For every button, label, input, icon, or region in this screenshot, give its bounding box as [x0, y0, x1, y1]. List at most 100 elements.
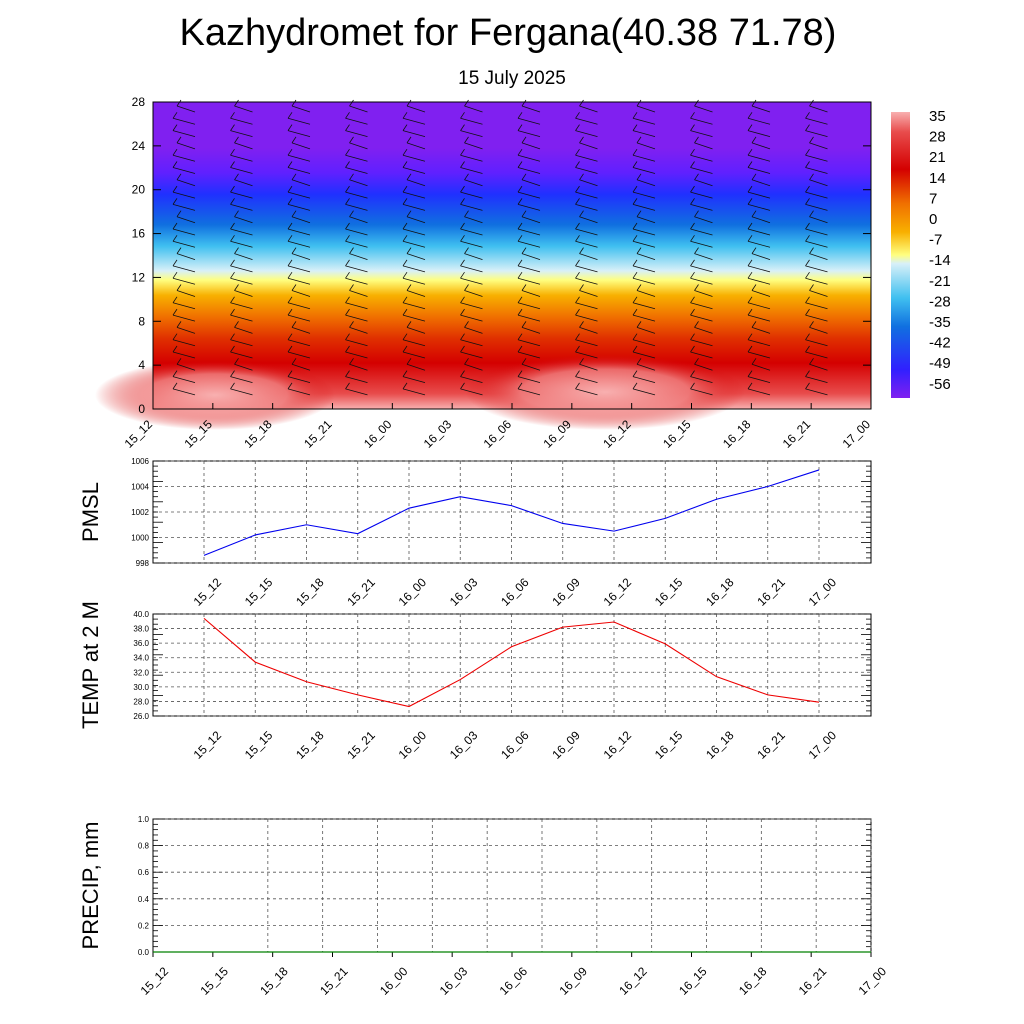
wind-barb-flag [287, 271, 293, 279]
wind-barb [349, 142, 368, 150]
wind-barb-flag [176, 321, 182, 328]
wind-barb-flag [805, 271, 810, 279]
pmsl-xtick-label: 17_00 [806, 575, 840, 609]
wind-barb [345, 265, 368, 273]
heatmap-xtick-label: 16_00 [361, 417, 395, 451]
wind-barb [575, 265, 598, 273]
wind-barb-flag [176, 136, 182, 144]
wind-barb [747, 388, 771, 396]
wind-barb [694, 142, 713, 150]
wind-barb [521, 142, 541, 150]
wind-barb [287, 351, 311, 359]
wind-barb [805, 314, 828, 322]
pmsl-xtick-label: 15_12 [191, 575, 225, 609]
wind-barb [694, 253, 713, 260]
wind-barb-flag [579, 99, 584, 107]
wind-barb-flag [406, 99, 412, 107]
wind-barb-flag [345, 296, 350, 304]
wind-barb [460, 130, 483, 137]
wind-barb [287, 265, 311, 273]
wind-barb [345, 130, 368, 137]
wind-barb-flag [406, 173, 412, 181]
wind-barb-flag [747, 296, 753, 304]
wind-barb-flag [809, 284, 814, 291]
wind-barb-flag [464, 99, 469, 107]
wind-barb [460, 277, 483, 285]
wind-barb [517, 240, 541, 248]
wind-barb-flag [694, 173, 699, 181]
wind-barb-flag [690, 308, 695, 316]
wind-barb-flag [460, 235, 465, 242]
wind-barb-flag [287, 333, 293, 340]
wind-barb [172, 191, 196, 199]
wind-barb-flag [636, 247, 642, 254]
wind-barb-flag [402, 112, 408, 119]
wind-barb-flag [402, 296, 408, 304]
wind-barb-flag [517, 259, 523, 267]
wind-barb-flag [517, 271, 523, 279]
wind-barb [230, 167, 253, 174]
wind-barb-flag [287, 148, 293, 156]
wind-barb [291, 327, 311, 334]
wind-barb-flag [230, 222, 235, 230]
wind-barb-flag [230, 296, 235, 304]
wind-barb [690, 302, 713, 310]
wind-barb-flag [172, 185, 178, 193]
wind-barb-flag [636, 321, 642, 328]
wind-barb-flag [460, 296, 465, 304]
temp-frame [152, 613, 872, 717]
wind-barb-flag [291, 210, 297, 217]
wind-barb-flag [809, 173, 814, 181]
wind-barb-flag [172, 271, 178, 279]
temp-xtick-label: 15_21 [344, 728, 378, 762]
wind-barb-flag [460, 124, 465, 131]
wind-barb-flag [230, 124, 235, 131]
wind-barb-flag [694, 210, 699, 217]
wind-barb [460, 191, 483, 199]
wind-barb [690, 240, 713, 248]
wind-barb [464, 327, 483, 334]
wind-barb-flag [460, 112, 465, 119]
colorbar-label: -7 [929, 232, 942, 249]
wind-barb-flag [521, 136, 527, 144]
wind-barb [464, 290, 483, 297]
wind-barb-flag [287, 259, 293, 267]
wind-barb [464, 105, 483, 113]
wind-barb [349, 216, 368, 224]
wind-barb [575, 117, 598, 125]
wind-barb [747, 240, 771, 248]
wind-barb [636, 363, 656, 371]
wind-barb [517, 191, 541, 199]
wind-barb [575, 376, 598, 383]
wind-barb [632, 204, 656, 211]
wind-barb [406, 216, 426, 224]
wind-barb-flag [690, 161, 695, 168]
wind-barb [805, 130, 828, 137]
precip-ytick-label: 1.0 [138, 815, 150, 824]
colorbar-label: -28 [929, 293, 951, 310]
wind-barb [809, 179, 828, 187]
heatmap-ytick-label: 0 [138, 402, 145, 416]
wind-barb-flag [575, 382, 580, 390]
wind-barb-flag [747, 198, 753, 205]
wind-barb [230, 376, 253, 383]
wind-barb [805, 376, 828, 383]
wind-barb [517, 339, 541, 347]
wind-barb [517, 228, 541, 236]
wind-barb [287, 376, 311, 383]
wind-barb [287, 388, 311, 396]
wind-barb-flag [460, 185, 465, 193]
wind-barb-flag [747, 222, 753, 230]
wind-barb [402, 314, 426, 322]
wind-barb [287, 314, 311, 322]
wind-barb [402, 240, 426, 248]
pmsl-xtick-label: 16_06 [498, 575, 532, 609]
wind-barb [230, 351, 253, 359]
wind-barb [636, 253, 656, 260]
wind-barb [575, 339, 598, 347]
wind-barb-flag [575, 271, 580, 279]
precip-xtick-label: 16_18 [736, 964, 770, 998]
wind-barb-flag [402, 271, 408, 279]
wind-barb [230, 154, 253, 162]
wind-barb-flag [690, 382, 695, 390]
